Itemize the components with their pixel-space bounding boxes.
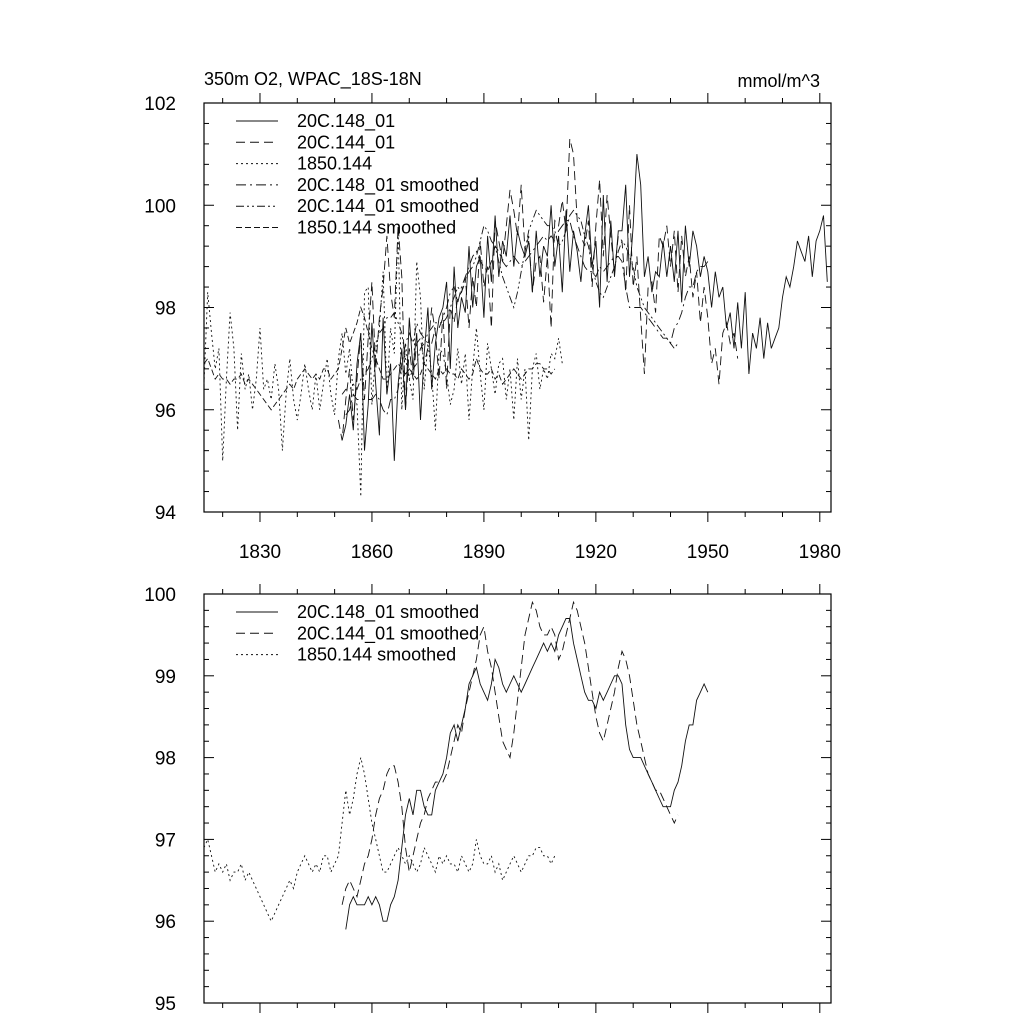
top-legend-label: 1850.144 smoothed xyxy=(297,218,456,238)
top-x-tick-label: 1860 xyxy=(351,542,393,563)
bottom-y-tick-label: 98 xyxy=(155,749,176,770)
top-legend-label: 1850.144 xyxy=(297,154,372,174)
top-chart-title: 350m O2, WPAC_18S-18N xyxy=(204,69,422,90)
bottom-y-tick-label: 96 xyxy=(155,912,176,933)
top-x-tick-label: 1980 xyxy=(799,542,841,563)
top-x-tick-label: 1950 xyxy=(687,542,729,563)
top-chart-units: mmol/m^3 xyxy=(738,71,820,91)
top-x-tick-label: 1830 xyxy=(239,542,281,563)
bottom-y-tick-label: 99 xyxy=(155,667,176,688)
top-y-tick-label: 96 xyxy=(155,401,176,422)
bottom-panel: 95 96 97 98 99 100 20C.148_01 smoothed20C.144_… xyxy=(144,584,832,1015)
top-y-tick-label: 94 xyxy=(155,503,177,524)
bottom-plot-frame xyxy=(203,593,832,1004)
bottom-y-tick-label: 100 xyxy=(144,585,176,606)
top-series-line-5 xyxy=(203,305,556,411)
top-legend-label: 20C.144_01 smoothed xyxy=(297,196,479,217)
top-legend-label: 20C.148_01 xyxy=(297,111,395,132)
bottom-series-line-1 xyxy=(341,600,679,905)
top-series-line-4 xyxy=(341,209,679,395)
bottom-legend-label: 20C.144_01 smoothed xyxy=(297,623,479,644)
top-series-line-3 xyxy=(345,220,709,416)
top-y-tick-label: 98 xyxy=(155,299,176,320)
top-panel: 350m O2, WPAC_18S-18N mmol/m^3 1830 1860 1… xyxy=(144,69,841,563)
top-y-tick-label: 100 xyxy=(144,196,176,217)
bottom-y-tick-label: 97 xyxy=(155,830,176,851)
top-y-tick-label: 102 xyxy=(144,94,176,115)
top-series-line-2 xyxy=(203,225,563,497)
top-series-line-1 xyxy=(337,138,739,441)
bottom-series-line-2 xyxy=(203,757,556,923)
bottom-legend-label: 1850.144 smoothed xyxy=(297,645,456,665)
bottom-y-tick-label: 95 xyxy=(155,994,176,1015)
top-legend-label: 20C.144_01 xyxy=(297,132,395,153)
top-legend-label: 20C.148_01 smoothed xyxy=(297,175,479,196)
bottom-series-line-0 xyxy=(345,618,709,930)
top-x-tick-label: 1920 xyxy=(575,542,617,563)
top-x-tick-label: 1890 xyxy=(463,542,505,563)
bottom-legend-label: 20C.148_01 smoothed xyxy=(297,602,479,623)
top-series-line-0 xyxy=(341,154,828,461)
